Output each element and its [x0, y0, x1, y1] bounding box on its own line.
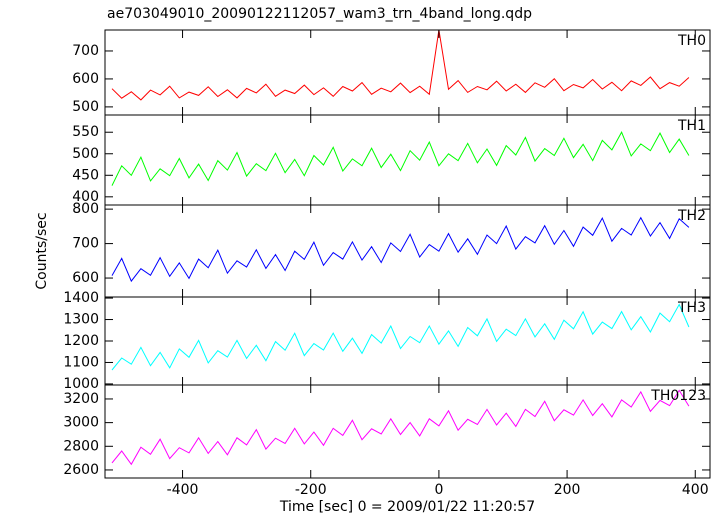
y-tick-label: 1100 — [63, 354, 99, 370]
y-tick-label: 2800 — [63, 438, 99, 454]
y-tick-label: 600 — [72, 71, 99, 87]
series-label: TH0123 — [650, 388, 706, 404]
panel-frame — [104, 296, 711, 386]
series-label: TH1 — [677, 118, 706, 134]
y-tick-label: 700 — [72, 43, 99, 59]
y-tick-label: 1400 — [63, 290, 99, 306]
panel-frame — [104, 114, 711, 206]
data-line — [111, 29, 690, 101]
y-tick-label: 3200 — [63, 391, 99, 407]
x-tick-label: 200 — [554, 482, 581, 498]
x-tick-label: 0 — [434, 482, 443, 498]
y-tick-label: 400 — [72, 189, 99, 205]
series-label: TH2 — [677, 208, 706, 224]
y-tick-label: 450 — [72, 167, 99, 183]
series-label: TH0 — [677, 33, 706, 49]
y-axis-label: Counts/sec — [34, 212, 50, 289]
panel-frame — [104, 384, 711, 479]
data-line — [111, 131, 690, 186]
y-tick-label: 800 — [72, 201, 99, 217]
panel-frame — [104, 29, 711, 116]
x-tick-label: -400 — [167, 482, 199, 498]
y-tick-label: 2600 — [63, 462, 99, 478]
y-tick-label: 1300 — [63, 312, 99, 328]
y-tick-label: 1000 — [63, 376, 99, 392]
y-tick-label: 500 — [72, 99, 99, 115]
series-label: TH3 — [677, 300, 706, 316]
data-line — [111, 216, 690, 283]
data-line — [111, 389, 690, 466]
y-tick-label: 500 — [72, 146, 99, 162]
y-tick-label: 550 — [72, 124, 99, 140]
panel-frame — [104, 204, 711, 298]
y-tick-label: 700 — [72, 236, 99, 252]
x-tick-label: 400 — [682, 482, 709, 498]
y-tick-label: 3000 — [63, 415, 99, 431]
x-tick-label: -200 — [295, 482, 327, 498]
y-tick-label: 600 — [72, 270, 99, 286]
y-tick-label: 1200 — [63, 333, 99, 349]
data-line — [111, 303, 690, 371]
chart-title: ae703049010_20090122112057_wam3_trn_4ban… — [107, 6, 532, 22]
x-axis-label: Time [sec] 0 = 2009/01/22 11:20:57 — [279, 499, 535, 515]
